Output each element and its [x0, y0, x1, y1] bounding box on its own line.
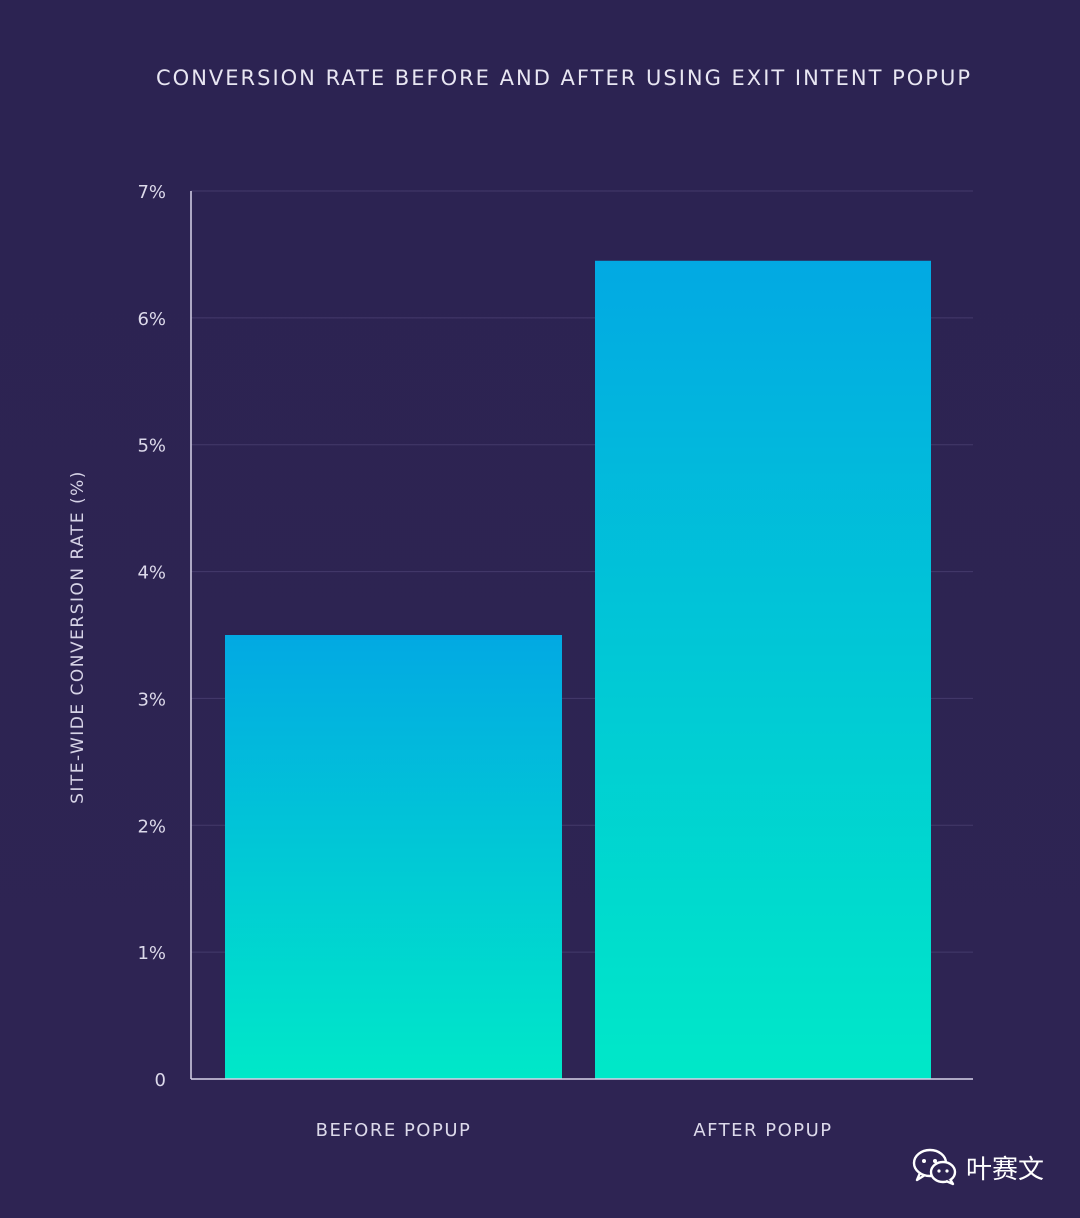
y-tick-label: 4%	[137, 563, 166, 584]
x-category-label: AFTER POPUP	[693, 1120, 832, 1141]
bar-before-popup	[225, 635, 562, 1079]
y-tick-label: 1%	[137, 943, 166, 964]
y-tick-label: 7%	[137, 182, 166, 203]
bar-after-popup	[595, 260, 931, 1079]
bars	[225, 260, 931, 1079]
y-tick-label: 0	[155, 1070, 166, 1091]
y-tick-labels: 0 1% 2% 3% 4% 5% 6% 7%	[137, 182, 166, 1091]
y-tick-label: 3%	[137, 689, 166, 710]
watermark-text: 叶赛文	[965, 1154, 1044, 1185]
chart-title: CONVERSION RATE BEFORE AND AFTER USING E…	[156, 66, 972, 90]
wechat-icon	[912, 1148, 958, 1186]
watermark: 叶赛文	[912, 1148, 1044, 1186]
y-tick-label: 2%	[137, 816, 166, 837]
axes	[190, 191, 973, 1080]
y-tick-label: 5%	[137, 436, 166, 457]
y-tick-label: 6%	[137, 309, 166, 330]
x-category-labels: BEFORE POPUP AFTER POPUP	[316, 1120, 832, 1141]
x-category-label: BEFORE POPUP	[316, 1120, 472, 1141]
